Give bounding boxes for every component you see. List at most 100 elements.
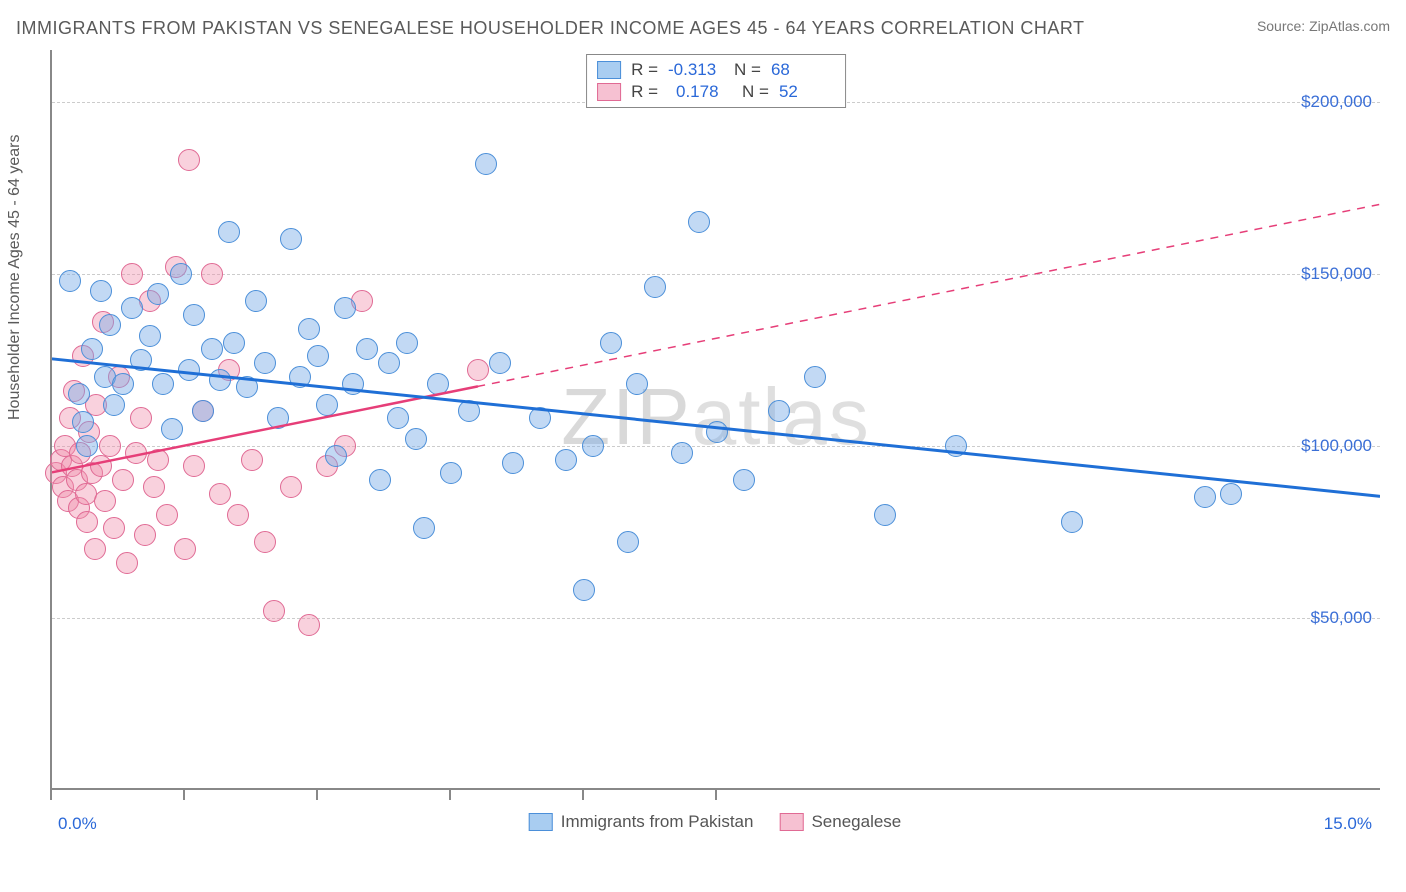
data-point	[183, 304, 205, 326]
y-tick-label: $50,000	[1311, 608, 1372, 628]
data-point	[112, 469, 134, 491]
data-point	[90, 455, 112, 477]
data-point	[209, 369, 231, 391]
data-point	[617, 531, 639, 553]
data-point	[170, 263, 192, 285]
data-point	[236, 376, 258, 398]
legend-r-label: R =	[631, 60, 658, 80]
data-point	[573, 579, 595, 601]
data-point	[103, 517, 125, 539]
gridline	[52, 274, 1380, 275]
data-point	[489, 352, 511, 374]
data-point	[143, 476, 165, 498]
data-point	[241, 449, 263, 471]
data-point	[121, 263, 143, 285]
data-point	[209, 483, 231, 505]
data-point	[1061, 511, 1083, 533]
header: IMMIGRANTS FROM PAKISTAN VS SENEGALESE H…	[16, 18, 1390, 42]
data-point	[81, 338, 103, 360]
data-point	[116, 552, 138, 574]
data-point	[130, 407, 152, 429]
y-tick-label: $100,000	[1301, 436, 1372, 456]
data-point	[130, 349, 152, 371]
legend-label-pakistan: Immigrants from Pakistan	[561, 812, 754, 832]
data-point	[178, 149, 200, 171]
x-tick	[50, 790, 52, 800]
data-point	[804, 366, 826, 388]
data-point	[90, 280, 112, 302]
data-point	[733, 469, 755, 491]
data-point	[626, 373, 648, 395]
data-point	[688, 211, 710, 233]
y-tick-label: $150,000	[1301, 264, 1372, 284]
data-point	[99, 314, 121, 336]
data-point	[1194, 486, 1216, 508]
data-point	[467, 359, 489, 381]
data-point	[125, 442, 147, 464]
data-point	[307, 345, 329, 367]
legend-item-pakistan: Immigrants from Pakistan	[529, 812, 754, 832]
data-point	[156, 504, 178, 526]
data-point	[342, 373, 364, 395]
data-point	[369, 469, 391, 491]
legend-r-label: R =	[631, 82, 658, 102]
swatch-senegalese	[779, 813, 803, 831]
x-tick	[449, 790, 451, 800]
data-point	[183, 455, 205, 477]
data-point	[121, 297, 143, 319]
data-point	[502, 452, 524, 474]
data-point	[201, 263, 223, 285]
data-point	[1220, 483, 1242, 505]
swatch-senegalese	[597, 83, 621, 101]
data-point	[68, 383, 90, 405]
data-point	[356, 338, 378, 360]
data-point	[72, 411, 94, 433]
x-tick	[183, 790, 185, 800]
data-point	[405, 428, 427, 450]
data-point	[475, 153, 497, 175]
x-tick	[316, 790, 318, 800]
data-point	[706, 421, 728, 443]
data-point	[59, 270, 81, 292]
data-point	[316, 394, 338, 416]
data-point	[325, 445, 347, 467]
data-point	[298, 318, 320, 340]
series-legend: Immigrants from Pakistan Senegalese	[529, 812, 902, 832]
legend-item-senegalese: Senegalese	[779, 812, 901, 832]
x-axis-min-label: 0.0%	[58, 814, 97, 834]
data-point	[201, 338, 223, 360]
data-point	[263, 600, 285, 622]
data-point	[84, 538, 106, 560]
data-point	[280, 228, 302, 250]
swatch-pakistan	[529, 813, 553, 831]
data-point	[103, 394, 125, 416]
data-point	[112, 373, 134, 395]
x-tick	[715, 790, 717, 800]
data-point	[245, 290, 267, 312]
correlation-legend: R = -0.313 N = 68 R = 0.178 N = 52	[586, 54, 846, 108]
x-axis-max-label: 15.0%	[1324, 814, 1372, 834]
chart-title: IMMIGRANTS FROM PAKISTAN VS SENEGALESE H…	[16, 18, 1085, 38]
data-point	[644, 276, 666, 298]
legend-n-value-senegalese: 52	[779, 82, 835, 102]
data-point	[289, 366, 311, 388]
source-label: Source: ZipAtlas.com	[1257, 18, 1390, 34]
legend-row-pakistan: R = -0.313 N = 68	[597, 59, 835, 81]
data-point	[378, 352, 400, 374]
x-axis-ticks	[50, 790, 1380, 804]
data-point	[147, 283, 169, 305]
data-point	[298, 614, 320, 636]
data-point	[94, 490, 116, 512]
data-point	[387, 407, 409, 429]
data-point	[945, 435, 967, 457]
data-point	[99, 435, 121, 457]
data-point	[254, 531, 276, 553]
data-point	[768, 400, 790, 422]
data-point	[227, 504, 249, 526]
data-point	[147, 449, 169, 471]
data-point	[254, 352, 276, 374]
trend-lines	[52, 50, 1380, 788]
data-point	[427, 373, 449, 395]
data-point	[671, 442, 693, 464]
y-tick-label: $200,000	[1301, 92, 1372, 112]
